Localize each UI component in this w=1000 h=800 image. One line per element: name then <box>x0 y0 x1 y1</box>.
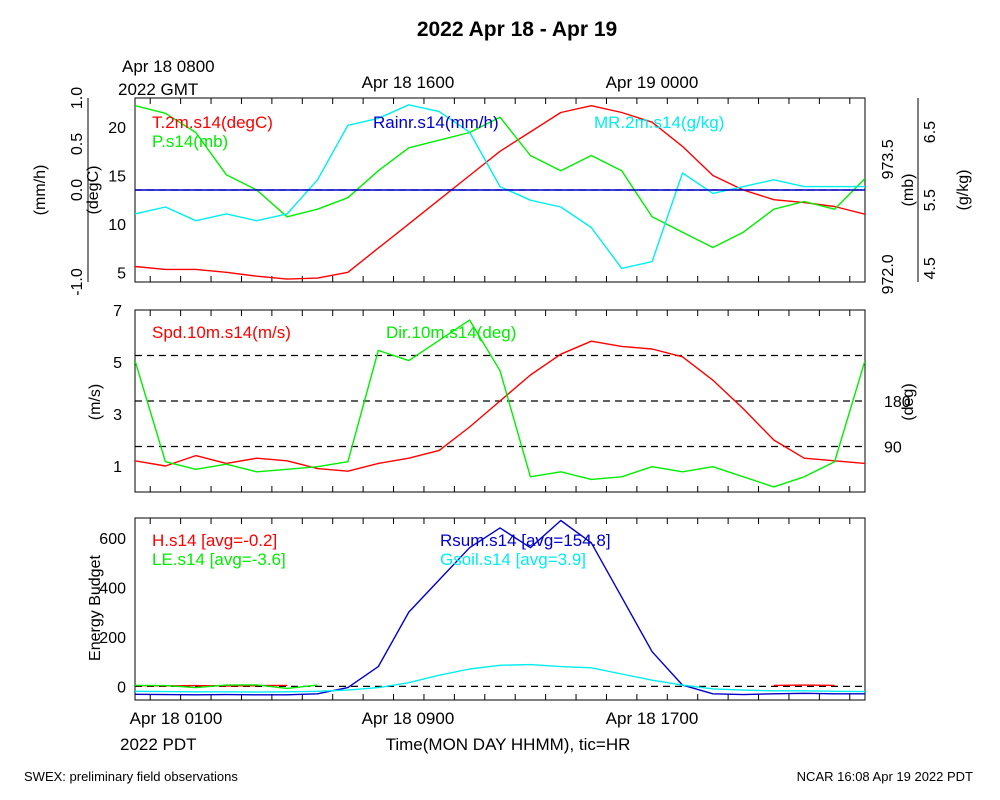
y-axis-0: -1.0 0.0 0.5 1.0 (mm/h) <box>32 87 86 296</box>
legend-wind-speed: Spd.10m.s14(m/s) <box>152 323 291 342</box>
legend-net-radiation: Rsum.s14 [avg=154.8] <box>440 531 611 550</box>
y-axis-0: 0 200 400 600 Energy Budget <box>87 531 126 697</box>
x-axis-title: Time(MON DAY HHMM), tic=HR <box>386 735 631 754</box>
y-tick-label: -1.0 <box>69 268 86 296</box>
bottom-time-label-1: Apr 18 0100 <box>130 709 223 728</box>
bottom-time-label-3: Apr 18 1700 <box>606 709 699 728</box>
y-axis-title: (m/s) <box>87 384 104 420</box>
plot-frame <box>134 517 866 701</box>
y-tick-label: 6.5 <box>922 121 939 143</box>
y-tick-label: 4.5 <box>922 257 939 279</box>
y-axis-title: (deg) <box>900 383 917 420</box>
top-time-label-2: Apr 18 1600 <box>362 73 455 92</box>
chart-title: 2022 Apr 18 - Apr 19 <box>417 18 617 41</box>
y-tick-label: 600 <box>99 531 126 548</box>
y-tick-label: 90 <box>884 440 902 457</box>
y-tick-label: 973.5 <box>880 139 897 179</box>
bottom-time-zone-label: 2022 PDT <box>120 735 197 754</box>
y-tick-label: 3 <box>113 407 122 424</box>
y-axis-title: (g/kg) <box>955 170 972 211</box>
y-tick-label: 0.0 <box>69 179 86 201</box>
legend-temperature: T.2m.s14(degC) <box>152 113 273 132</box>
y-axis-3: 4.5 5.5 6.5 (g/kg) <box>922 121 972 280</box>
series-line-cyan <box>135 663 865 693</box>
y-axis-2: 972.0 973.5(mb) <box>880 139 917 294</box>
legend-wind: Spd.10m.s14(m/s) Dir.10m.s14(deg) <box>152 323 516 342</box>
top-time-label-1-year: 2022 GMT <box>118 80 198 99</box>
meteorology-panel: -1.0 0.0 0.5 1.0 (mm/h) 5 10 15 20 (degC) 972.0 973… <box>32 87 972 296</box>
y-tick-label: 1.0 <box>69 87 86 109</box>
y-axis-title: Energy Budget <box>87 555 104 661</box>
y-tick-label: 5.5 <box>922 189 939 211</box>
y-tick-label: 180 <box>884 394 911 411</box>
y-tick-label: 5 <box>117 265 126 282</box>
series-line-green <box>135 319 865 488</box>
y-axis-1: 90 180(deg) <box>884 383 917 456</box>
legend-pressure: P.s14(mb) <box>152 132 228 151</box>
y-axis-0: 1 3 5 7 (m/s) <box>87 303 122 476</box>
legend-sensible-heat: H.s14 [avg=-0.2] <box>152 531 277 550</box>
y-tick-label: 400 <box>99 580 126 597</box>
y-tick-label: 20 <box>108 120 126 137</box>
y-tick-label: 0 <box>117 679 126 696</box>
top-time-label-1: Apr 18 0800 <box>122 57 215 76</box>
y-axis-1: 5 10 15 20 (degC) <box>85 120 126 282</box>
legend-wind-direction: Dir.10m.s14(deg) <box>386 323 516 342</box>
y-axis-title: (mm/h) <box>32 165 49 216</box>
legend-energy: H.s14 [avg=-0.2] LE.s14 [avg=-3.6] Rsum.… <box>152 531 611 569</box>
y-tick-label: 15 <box>108 168 126 185</box>
bottom-time-label-2: Apr 18 0900 <box>362 709 455 728</box>
legend-latent-heat: LE.s14 [avg=-3.6] <box>152 550 286 569</box>
y-tick-label: 972.0 <box>880 254 897 294</box>
y-tick-label: 0.5 <box>69 133 86 155</box>
legend-meteorology: T.2m.s14(degC) P.s14(mb) Rainr.s14(mm/h)… <box>152 113 724 151</box>
legend-mixing-ratio: MR.2m.s14(g/kg) <box>594 113 724 132</box>
y-tick-label: 1 <box>113 459 122 476</box>
legend-soil-heat-flux: Gsoil.s14 [avg=3.9] <box>440 550 586 569</box>
series-line-red <box>135 340 865 472</box>
y-axis-title: (mb) <box>900 174 917 207</box>
y-tick-label: 10 <box>108 217 126 234</box>
y-tick-label: 200 <box>99 630 126 647</box>
y-tick-label: 7 <box>113 303 122 320</box>
legend-rain-rate: Rainr.s14(mm/h) <box>373 113 499 132</box>
energy-budget-panel: 0 200 400 600 Energy Budget <box>87 517 866 701</box>
series-line-blue <box>135 519 865 696</box>
y-axis-title: (degC) <box>85 166 102 215</box>
y-tick-label: 5 <box>113 355 122 372</box>
top-time-label-3: Apr 19 0000 <box>606 73 699 92</box>
wind-panel: 1 3 5 7 (m/s) 90 180(deg) <box>87 303 917 493</box>
series-line-green <box>135 684 318 690</box>
footer-left: SWEX: preliminary field observations <box>24 769 238 784</box>
series-line-cyan <box>135 104 865 270</box>
footer-right: NCAR 16:08 Apr 19 2022 PDT <box>797 769 973 784</box>
